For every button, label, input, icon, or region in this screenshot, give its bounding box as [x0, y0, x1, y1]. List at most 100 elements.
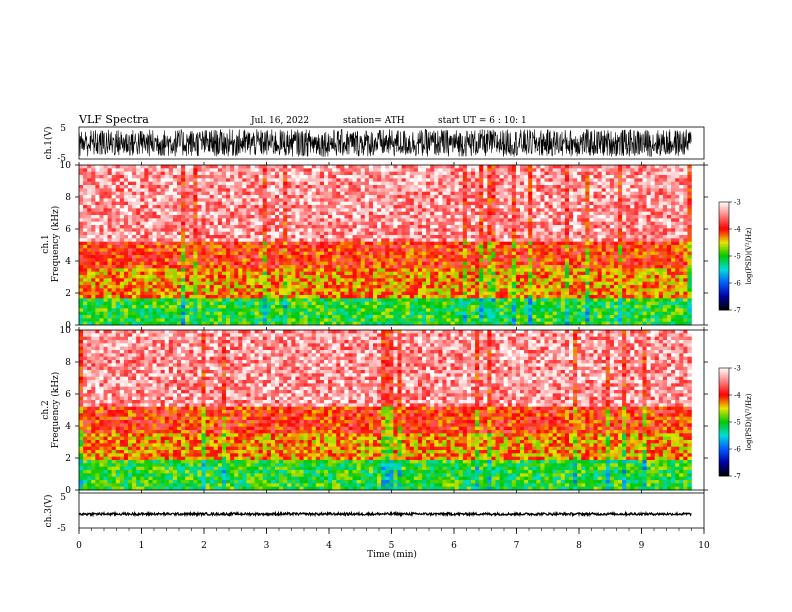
spectrogram-cell — [111, 235, 117, 239]
spectrogram-cell — [250, 301, 255, 306]
spectrogram-cell — [111, 225, 117, 229]
spectrogram-cell — [99, 238, 104, 242]
spectrogram-cell — [311, 278, 317, 282]
spectrogram-cell — [487, 221, 492, 226]
spectrogram-cell — [95, 285, 100, 289]
spectrogram-cell — [164, 208, 170, 212]
spectrogram-cell — [458, 245, 464, 249]
spectrogram-cell — [495, 201, 500, 206]
spectrogram-cell — [471, 268, 476, 272]
spectrogram-cell — [364, 255, 370, 259]
spectrogram-cell — [389, 278, 394, 282]
spectrogram-cell — [426, 298, 431, 302]
spectrogram-cell — [483, 285, 488, 289]
spectrogram-cell — [295, 198, 300, 202]
spectrogram-cell — [287, 281, 292, 286]
spectrogram-cell — [487, 195, 492, 199]
spectrogram-cell — [172, 208, 178, 212]
spectrogram-cell — [417, 318, 423, 322]
spectrogram-cell — [315, 215, 321, 219]
spectrogram-cell — [475, 228, 480, 232]
spectrogram-cell — [213, 191, 219, 196]
spectrogram-cell — [450, 188, 455, 192]
spectrogram-cell — [144, 208, 149, 212]
spectrogram-cell — [87, 268, 92, 272]
spectrogram-cell — [499, 218, 504, 222]
spectrogram-cell — [377, 208, 382, 212]
spectrogram-cell — [483, 165, 488, 169]
spectrogram-cell — [119, 218, 125, 222]
spectrogram-cell — [340, 221, 345, 226]
spectrogram-cell — [160, 265, 166, 269]
spectrogram-cell — [275, 288, 280, 292]
spectrogram-cell — [364, 281, 370, 286]
spectrogram-cell — [123, 245, 129, 249]
spectrogram-cell — [185, 198, 190, 202]
spectrogram-cell — [152, 311, 157, 316]
spectrogram-cell — [262, 171, 268, 176]
spectrogram-cell — [111, 321, 117, 326]
spectrogram-cell — [205, 178, 210, 182]
spectrogram-cell — [132, 208, 137, 212]
spectrogram-cell — [132, 305, 137, 309]
spectrogram-cell — [377, 248, 382, 252]
spectrogram-cell — [324, 308, 329, 312]
spectrogram-cell — [434, 198, 439, 202]
spectrogram-cell — [348, 291, 353, 296]
spectrogram-cell — [99, 285, 104, 289]
spectrogram-cell — [393, 261, 398, 266]
spectrogram-cell — [311, 245, 317, 249]
spectrogram-cell — [275, 261, 280, 266]
spectrogram-cell — [156, 258, 161, 262]
spectrogram-cell — [287, 295, 292, 299]
spectrogram-cell — [87, 315, 92, 319]
spectrogram-cell — [319, 298, 325, 302]
spectrogram-cell — [483, 235, 488, 239]
spectrogram-cell — [136, 301, 141, 306]
spectrogram-cell — [99, 195, 104, 199]
spectrogram-cell — [332, 301, 337, 306]
spectrogram-cell — [442, 261, 447, 266]
spectrogram-cell — [291, 298, 296, 302]
spectrogram-cell — [230, 201, 235, 206]
spectrogram-cell — [205, 271, 210, 276]
spectrogram-cell — [205, 321, 210, 326]
spectrogram-cell — [217, 225, 223, 229]
spectrogram-cell — [373, 215, 378, 219]
spectrogram-cell — [336, 251, 341, 256]
spectrogram-cell — [168, 261, 174, 266]
spectrogram-cell — [364, 241, 370, 246]
spectrogram-cell — [246, 221, 251, 226]
spectrogram-cell — [177, 231, 182, 236]
spectrogram-cell — [262, 208, 268, 212]
spectrogram-cell — [99, 165, 104, 169]
spectrogram-cell — [450, 295, 455, 299]
spectrogram-cell — [148, 311, 153, 316]
spectrogram-cell — [91, 225, 96, 229]
spectrogram-cell — [99, 168, 104, 172]
spectrogram-cell — [462, 275, 468, 279]
spectrogram-cell — [140, 305, 145, 309]
spectrogram-cell — [434, 321, 439, 326]
spectrogram-cell — [462, 168, 468, 172]
spectrogram-cell — [270, 298, 276, 302]
spectrogram-cell — [287, 165, 292, 169]
spectrogram-cell — [258, 311, 264, 316]
spectrogram-cell — [197, 311, 202, 316]
spectrogram-cell — [409, 268, 415, 272]
spectrogram-cell — [352, 255, 357, 259]
spectrogram-cell — [238, 295, 243, 299]
spectrogram-cell — [479, 228, 484, 232]
spectrogram-cell — [242, 318, 247, 322]
spectrogram-cell — [246, 228, 251, 232]
spectrogram-cell — [356, 221, 362, 226]
spectrogram-cell — [315, 191, 321, 196]
spectrogram-cell — [336, 321, 341, 326]
spectrogram-cell — [217, 311, 223, 316]
spectrogram-cell — [115, 311, 121, 316]
spectrogram-cell — [234, 178, 239, 182]
spectrogram-cell — [422, 255, 427, 259]
spectrogram-cell — [287, 191, 292, 196]
spectrogram-cell — [299, 171, 304, 176]
